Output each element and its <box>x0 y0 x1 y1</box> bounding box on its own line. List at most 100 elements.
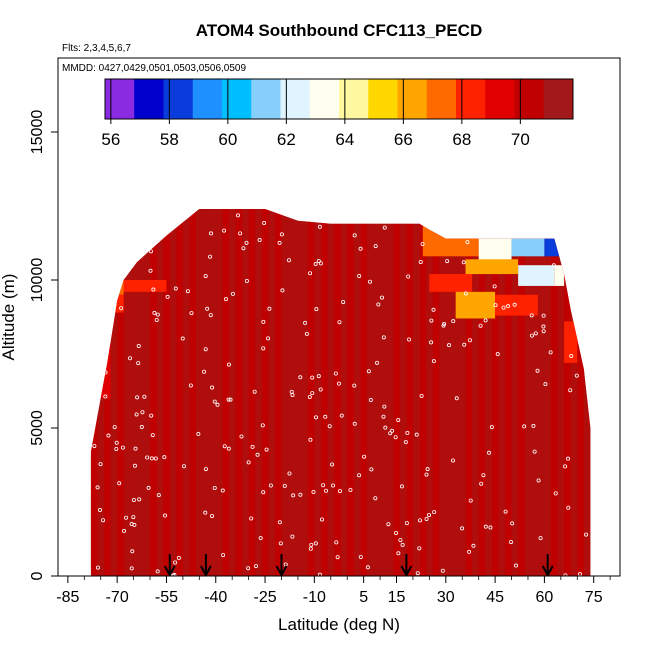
sample-point <box>531 423 536 428</box>
sample-point <box>155 569 160 574</box>
sample-point <box>202 369 207 374</box>
heatmap-column <box>156 209 164 576</box>
colorbar-tick-label: 56 <box>101 130 120 149</box>
heatmap-column <box>426 209 434 576</box>
sample-point <box>380 295 385 300</box>
sample-point <box>445 259 450 264</box>
sample-point <box>114 440 119 445</box>
colorbar: 56 58 60 62 64 66 68 70 <box>101 78 574 149</box>
sample-point <box>403 440 408 445</box>
chart-title: ATOM4 Southbound CFC113_PECD <box>196 21 483 40</box>
heatmap-column <box>570 209 578 576</box>
sample-point <box>298 375 303 380</box>
colorbar-tick-label: 58 <box>160 130 179 149</box>
sample-point <box>255 452 260 457</box>
sample-point <box>369 467 374 472</box>
sample-point <box>522 424 527 429</box>
heatmap-column <box>439 209 447 576</box>
plot-frame <box>57 57 621 577</box>
heatmap-column <box>491 209 499 576</box>
x-tick-label: 75 <box>585 589 603 606</box>
sample-point <box>460 526 465 531</box>
sample-point <box>576 218 581 223</box>
heatmap-column <box>90 209 98 576</box>
sample-point <box>493 303 498 308</box>
sample-point <box>502 218 507 223</box>
sample-point <box>568 388 573 393</box>
heatmap-column <box>136 209 144 576</box>
colorbar-frame <box>104 78 574 120</box>
flight-arrow-head <box>163 565 176 576</box>
sample-point <box>451 319 456 324</box>
sample-point <box>133 216 138 221</box>
sample-point <box>331 483 336 488</box>
heatmap-column <box>537 209 545 576</box>
sample-point <box>165 294 170 299</box>
sample-point <box>335 555 340 560</box>
sample-point <box>386 522 391 527</box>
heatmap-column <box>215 209 223 576</box>
y-tick-label: 0 <box>29 571 46 580</box>
sample-point <box>149 413 154 418</box>
sample-point <box>139 425 144 430</box>
sample-point <box>362 454 367 459</box>
sample-point <box>373 496 378 501</box>
sample-point <box>471 543 476 548</box>
sample-point <box>318 387 323 392</box>
sample-point <box>148 268 153 273</box>
sample-point <box>368 398 373 403</box>
sample-point <box>394 530 399 535</box>
heatmap-column <box>478 209 486 576</box>
sample-point <box>290 534 295 539</box>
sample-point <box>180 336 185 341</box>
sample-point <box>535 368 540 373</box>
heatmap-column <box>288 209 296 576</box>
sample-point <box>509 214 514 219</box>
sample-point <box>348 487 353 492</box>
heatmap-column <box>307 209 315 576</box>
sample-point <box>313 262 318 267</box>
colorbar-tick-label: 60 <box>218 130 237 149</box>
sample-point <box>261 346 266 351</box>
sample-point <box>536 478 541 483</box>
sample-point <box>92 444 97 449</box>
heatmap-column <box>458 209 467 576</box>
sample-point <box>414 432 419 437</box>
sample-point <box>541 324 546 329</box>
heatmap-column <box>189 209 197 576</box>
sample-point <box>230 291 235 296</box>
sample-point <box>322 216 327 221</box>
colorbar-swatch <box>456 79 486 119</box>
heatmap-column <box>452 209 460 576</box>
sample-point <box>203 467 208 472</box>
heatmap-column <box>123 209 131 576</box>
heatmap-column <box>274 209 282 576</box>
sample-point <box>303 320 308 325</box>
sample-point <box>173 286 178 291</box>
heatmap-column <box>531 209 539 576</box>
heatmap-column <box>412 209 421 576</box>
sample-point <box>222 444 227 449</box>
sample-point <box>492 284 497 289</box>
sample-point <box>103 357 108 362</box>
sample-point <box>252 389 257 394</box>
sample-point <box>431 359 436 364</box>
sample-point <box>454 396 459 401</box>
sample-point <box>376 302 381 307</box>
dates-subtitle: MMDD: 0427,0429,0501,0503,0506,0509 <box>62 63 246 74</box>
sample-point <box>415 571 420 576</box>
sample-point <box>495 352 500 357</box>
flights-subtitle: Flts: 2,3,4,5,6,7 <box>62 43 131 54</box>
sample-point <box>235 213 240 218</box>
sample-point <box>514 563 519 568</box>
sample-point <box>215 402 220 407</box>
sample-point <box>533 331 538 336</box>
x-tick-label: -10 <box>303 589 326 606</box>
heatmap-column <box>242 209 250 576</box>
x-tick-label: 45 <box>486 589 504 606</box>
heatmap-cell <box>90 321 105 346</box>
sample-point <box>156 493 161 498</box>
heatmap-column <box>110 209 118 576</box>
flight-arrow-head <box>200 565 212 576</box>
